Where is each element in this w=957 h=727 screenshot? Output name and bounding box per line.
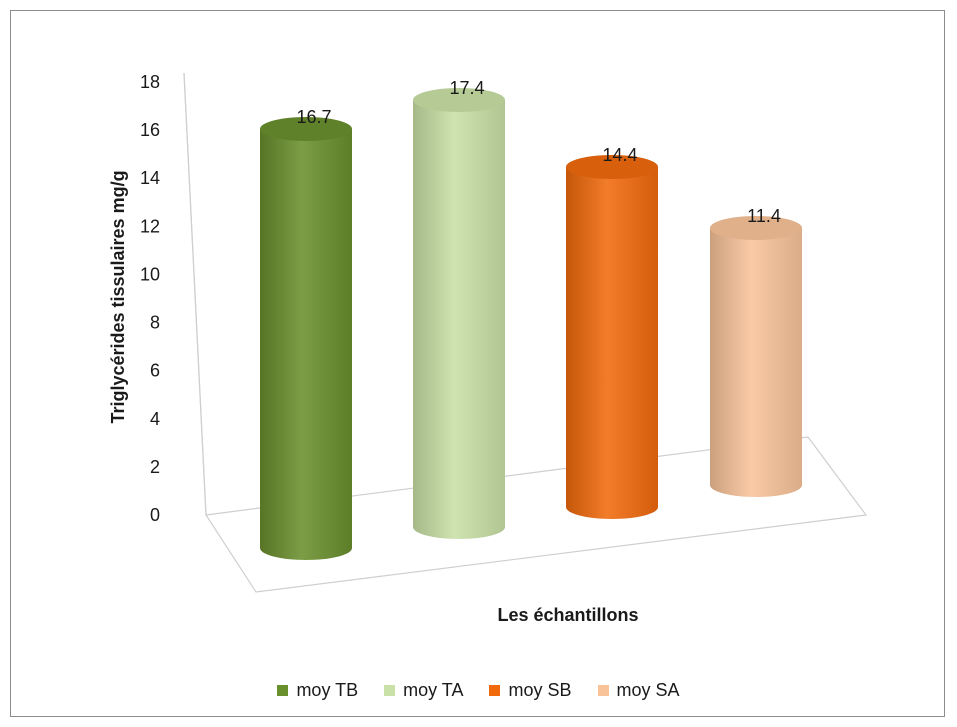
y-tick-label: 8 [150, 313, 160, 333]
data-labels: 16.7 17.4 14.4 11.4 [296, 78, 780, 226]
data-label: 16.7 [296, 107, 331, 127]
legend-label: moy TA [403, 680, 464, 700]
data-label: 17.4 [449, 78, 484, 98]
bar-body [566, 167, 658, 519]
y-tick-label: 2 [150, 457, 160, 477]
x-axis-title: Les échantillons [497, 605, 638, 625]
legend-item: moy TA [384, 680, 463, 701]
legend-swatch [384, 685, 396, 696]
y-tick-label: 12 [140, 216, 160, 236]
y-tick-label: 14 [140, 168, 160, 188]
bar-top [566, 155, 658, 179]
legend-swatch [597, 685, 609, 696]
bar-moy-sa [710, 216, 802, 497]
y-tick-label: 10 [140, 264, 160, 284]
legend-item: moy TB [277, 680, 358, 701]
legend-swatch [489, 685, 501, 696]
legend-item: moy SA [597, 680, 680, 701]
legend-label: moy SA [616, 680, 680, 700]
legend-label: moy TB [296, 680, 359, 700]
legend: moy TB moy TA moy SB moy SA [0, 680, 957, 701]
data-label: 14.4 [602, 145, 637, 165]
bar-body [260, 129, 352, 560]
bar-body [710, 228, 802, 497]
bar-top [710, 216, 802, 240]
bar-top [260, 117, 352, 141]
bar-body [413, 100, 505, 539]
data-label: 11.4 [747, 206, 781, 226]
y-tick-label: 4 [150, 409, 160, 429]
bar-moy-sb [566, 155, 658, 519]
bar-moy-ta [413, 88, 505, 539]
y-tick-label: 6 [150, 361, 160, 381]
bars [260, 88, 802, 560]
y-tick-label: 16 [140, 120, 160, 140]
bar-moy-tb [260, 117, 352, 560]
legend-item: moy SB [489, 680, 572, 701]
y-axis-title: Triglycérides tissulaires mg/g [108, 170, 128, 423]
y-tick-label: 0 [150, 505, 160, 525]
legend-label: moy SB [508, 680, 572, 700]
y-tick-label: 18 [140, 72, 160, 92]
bar-top [413, 88, 505, 112]
legend-swatch [277, 685, 289, 696]
y-axis-ticks: 0 2 4 6 8 10 12 14 16 18 [140, 72, 160, 525]
